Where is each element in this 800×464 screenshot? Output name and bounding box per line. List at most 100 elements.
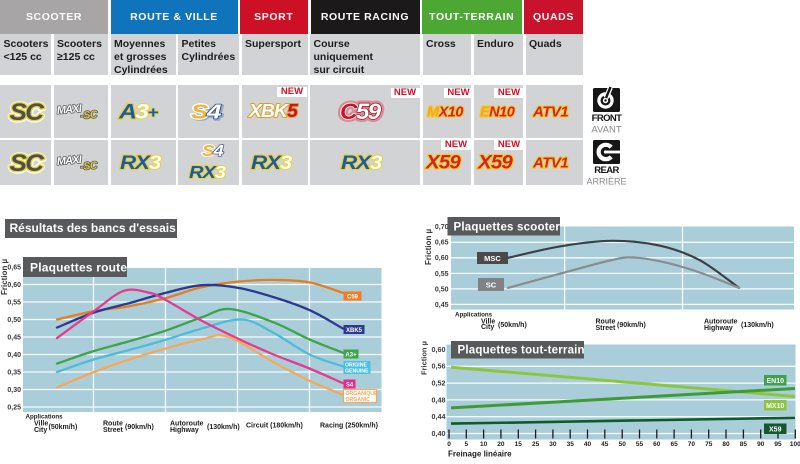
svg-text:Applications: Applications xyxy=(455,312,493,319)
svg-text:0,30: 0,30 xyxy=(7,387,21,394)
svg-text:0,48: 0,48 xyxy=(432,395,446,404)
svg-text:0,40: 0,40 xyxy=(432,429,446,438)
svg-text:95: 95 xyxy=(774,441,782,448)
svg-text:City: City xyxy=(481,324,494,331)
svg-text:80: 80 xyxy=(722,441,730,448)
svg-text:ATV1: ATV1 xyxy=(532,154,568,171)
svg-text:C59: C59 xyxy=(347,294,359,300)
svg-text:Highway: Highway xyxy=(704,325,733,332)
svg-text:XBK5: XBK5 xyxy=(346,328,363,334)
svg-text:0,25: 0,25 xyxy=(7,404,21,411)
svg-text:(50km/h): (50km/h) xyxy=(49,424,78,431)
svg-text:GENUINE: GENUINE xyxy=(345,369,369,375)
svg-text:Circuit (180km/h): Circuit (180km/h) xyxy=(246,423,303,430)
svg-text:0: 0 xyxy=(447,441,451,448)
svg-text:RX3: RX3 xyxy=(341,152,383,173)
svg-text:0,52: 0,52 xyxy=(432,379,446,388)
svg-text:45: 45 xyxy=(601,441,609,448)
svg-text:0,60: 0,60 xyxy=(435,255,449,262)
svg-text:(130km/h): (130km/h) xyxy=(741,322,774,329)
svg-text:0,55: 0,55 xyxy=(7,299,21,306)
svg-text:Freinage linéaire: Freinage linéaire xyxy=(448,450,512,459)
svg-text:-SC: -SC xyxy=(80,108,98,121)
svg-text:30: 30 xyxy=(549,441,557,448)
svg-text:AVANT: AVANT xyxy=(591,125,621,136)
svg-text:25: 25 xyxy=(532,441,540,448)
svg-text:Ville: Ville xyxy=(34,421,48,428)
svg-text:SC: SC xyxy=(9,149,44,176)
svg-text:ORIGINE: ORIGINE xyxy=(345,363,367,369)
svg-text:0,56: 0,56 xyxy=(432,362,446,371)
svg-text:MSC: MSC xyxy=(484,254,501,263)
svg-text:RX3: RX3 xyxy=(251,152,293,173)
svg-text:(90km/h): (90km/h) xyxy=(125,424,154,431)
svg-text:5: 5 xyxy=(464,441,468,448)
svg-text:40: 40 xyxy=(584,441,592,448)
svg-text:0,50: 0,50 xyxy=(435,286,449,293)
svg-text:City: City xyxy=(34,427,47,434)
svg-text:Racing (250km/h): Racing (250km/h) xyxy=(320,423,378,430)
svg-text:Plaquettes route: Plaquettes route xyxy=(30,261,127,275)
svg-text:Street: Street xyxy=(596,325,617,332)
svg-text:SC: SC xyxy=(486,281,497,290)
svg-text:S4: S4 xyxy=(346,382,354,388)
svg-text:S4: S4 xyxy=(202,142,224,159)
svg-text:RX3: RX3 xyxy=(189,162,226,182)
svg-text:Plaquettes scooter: Plaquettes scooter xyxy=(454,222,561,234)
svg-text:20: 20 xyxy=(497,441,505,448)
svg-text:Route: Route xyxy=(596,319,616,326)
svg-text:XBK5: XBK5 xyxy=(247,101,297,121)
svg-text:S4: S4 xyxy=(191,100,222,122)
svg-text:A3+: A3+ xyxy=(345,352,357,358)
svg-text:0,40: 0,40 xyxy=(7,352,21,359)
svg-text:-SC: -SC xyxy=(80,159,98,172)
svg-text:ORGANIQUE: ORGANIQUE xyxy=(346,391,379,397)
svg-text:10: 10 xyxy=(480,441,488,448)
svg-text:85: 85 xyxy=(740,441,748,448)
svg-text:Friction µ: Friction µ xyxy=(420,341,429,375)
svg-text:Autoroute: Autoroute xyxy=(170,421,204,428)
svg-text:70: 70 xyxy=(688,441,696,448)
svg-text:Autoroute: Autoroute xyxy=(704,319,738,326)
svg-text:35: 35 xyxy=(567,441,575,448)
svg-text:0,45: 0,45 xyxy=(7,334,21,341)
svg-text:Friction µ: Friction µ xyxy=(424,228,433,265)
svg-text:MX10: MX10 xyxy=(427,104,463,120)
svg-text:0,65: 0,65 xyxy=(7,264,21,271)
svg-text:ORGANIC: ORGANIC xyxy=(346,397,371,403)
svg-text:EN10: EN10 xyxy=(766,378,784,385)
svg-text:0,35: 0,35 xyxy=(7,369,21,376)
svg-text:C59: C59 xyxy=(340,99,381,124)
svg-text:0,45: 0,45 xyxy=(435,302,449,309)
svg-text:Plaquettes tout-terrain: Plaquettes tout-terrain xyxy=(458,345,585,357)
svg-text:60: 60 xyxy=(653,441,661,448)
svg-text:EN10: EN10 xyxy=(480,104,515,120)
svg-text:55: 55 xyxy=(636,441,644,448)
svg-text:REAR: REAR xyxy=(594,165,619,176)
svg-text:Street: Street xyxy=(103,427,124,434)
svg-text:Friction µ: Friction µ xyxy=(0,258,9,295)
svg-text:0,60: 0,60 xyxy=(7,282,21,289)
svg-text:75: 75 xyxy=(705,441,713,448)
svg-text:MAXI: MAXI xyxy=(57,153,84,167)
svg-text:X59: X59 xyxy=(425,152,461,173)
svg-text:C59: C59 xyxy=(340,99,381,124)
svg-text:S4: S4 xyxy=(192,101,223,123)
svg-text:(90km/h): (90km/h) xyxy=(617,322,646,329)
svg-text:0,50: 0,50 xyxy=(7,317,21,324)
svg-text:X59: X59 xyxy=(769,427,782,434)
svg-text:(130km/h): (130km/h) xyxy=(207,424,240,431)
svg-text:Ville: Ville xyxy=(481,319,495,326)
svg-text:0,55: 0,55 xyxy=(435,271,449,278)
svg-text:0,60: 0,60 xyxy=(432,345,446,354)
svg-text:Applications: Applications xyxy=(26,414,64,421)
svg-text:0,44: 0,44 xyxy=(432,412,446,421)
svg-text:100: 100 xyxy=(790,441,800,448)
svg-text:Route: Route xyxy=(103,421,123,428)
svg-text:0,70: 0,70 xyxy=(435,224,449,231)
svg-text:(50km/h): (50km/h) xyxy=(498,322,527,329)
svg-text:15: 15 xyxy=(515,441,523,448)
svg-text:0,65: 0,65 xyxy=(435,240,449,247)
svg-text:ARRIÈRE: ARRIÈRE xyxy=(586,177,626,187)
svg-text:50: 50 xyxy=(619,441,627,448)
